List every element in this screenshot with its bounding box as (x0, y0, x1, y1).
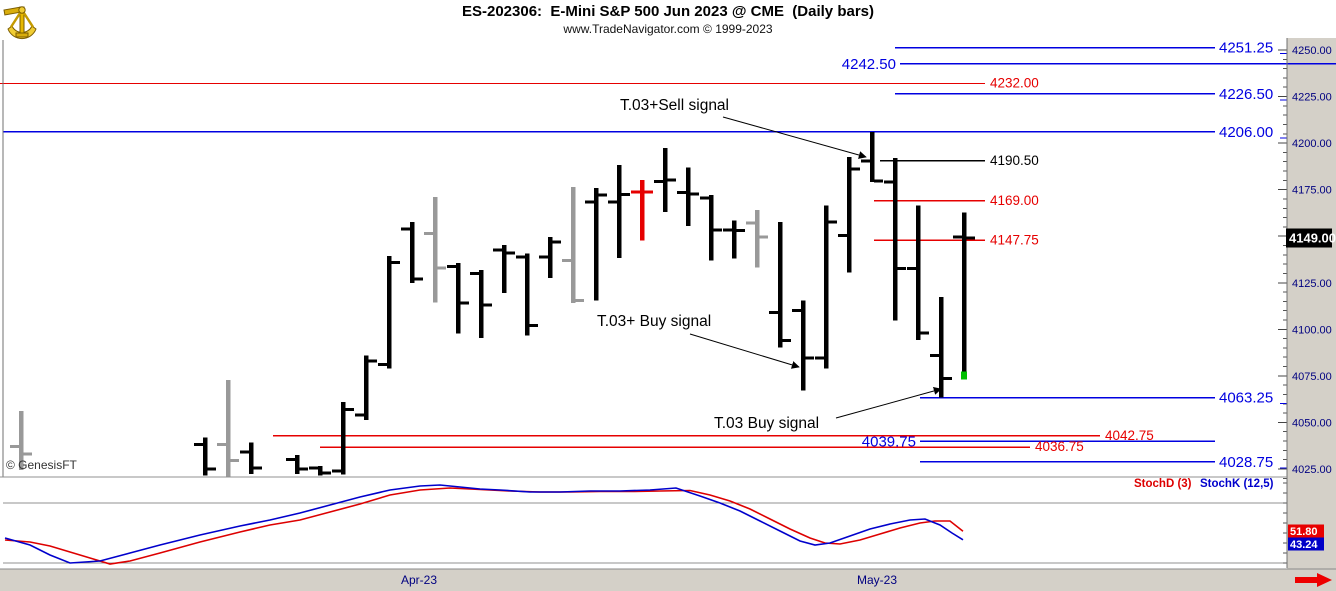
chart-subtitle: www.TradeNavigator.com © 1999-2023 (563, 22, 773, 36)
price-axis-strip (1287, 38, 1336, 569)
level-label-4036.75: 4036.75 (1035, 439, 1084, 454)
price-axis-label: 4050.00 (1292, 417, 1332, 429)
level-label-4242.50: 4242.50 (842, 56, 896, 73)
price-axis-label: 4075.00 (1292, 371, 1332, 383)
stochk-line (4, 484, 964, 564)
signal-annotation: T.03+ Buy signal (597, 313, 711, 330)
level-label-4206.00: 4206.00 (1219, 124, 1273, 141)
signal-annotation: T.03 Buy signal (714, 415, 819, 432)
signal-annotation: T.03+Sell signal (620, 97, 729, 114)
stochk-value-box (1288, 537, 1324, 551)
last-price-box (1286, 228, 1332, 248)
level-label-4039.75: 4039.75 (862, 433, 916, 450)
x-axis-label-may: May-23 (856, 573, 897, 587)
time-axis-strip (0, 569, 1336, 591)
level-label-4226.50: 4226.50 (1219, 86, 1273, 103)
chart-title: ES-202306: E-Mini S&P 500 Jun 2023 @ CME… (461, 3, 874, 20)
stochk-legend-label[interactable]: StochK (12,5) (1200, 478, 1274, 490)
stochd-line (4, 487, 964, 565)
genesis-sextant-icon (3, 6, 37, 40)
genesis-watermark: © GenesisFT (6, 458, 77, 472)
level-label-4232.00: 4232.00 (990, 76, 1039, 91)
signal-annotation-arrow (722, 116, 867, 159)
level-label-4028.75: 4028.75 (1219, 454, 1273, 471)
level-label-4251.25: 4251.25 (1219, 40, 1273, 57)
price-axis-label: 4200.00 (1292, 138, 1332, 150)
x-axis-label-apr: Apr-23 (400, 573, 438, 587)
stochd-value: 51.80 (1290, 526, 1318, 538)
price-axis-label: 4225.00 (1292, 92, 1332, 104)
stochd-legend-label[interactable]: StochD (3) (1134, 478, 1192, 490)
buy-signal-marker (961, 371, 967, 380)
level-label-4190.50: 4190.50 (990, 153, 1039, 168)
last-price-value: 4149.00 (1289, 231, 1336, 246)
level-label-4147.75: 4147.75 (990, 232, 1039, 247)
signal-annotation-arrow (835, 387, 942, 419)
stochd-value-box (1288, 524, 1324, 538)
stochk-value: 43.24 (1290, 539, 1318, 551)
price-axis-label: 4025.00 (1292, 464, 1332, 476)
price-axis-label: 4100.00 (1292, 324, 1332, 336)
scroll-right-arrow[interactable] (1294, 573, 1334, 587)
signal-annotation-arrow (689, 333, 800, 369)
price-axis-label: 4250.00 (1292, 45, 1332, 57)
level-label-4169.00: 4169.00 (990, 193, 1039, 208)
price-axis-label: 4125.00 (1292, 278, 1332, 290)
level-label-4042.75: 4042.75 (1105, 428, 1154, 443)
price-axis-label: 4175.00 (1292, 185, 1332, 197)
level-label-4063.25: 4063.25 (1219, 390, 1273, 407)
